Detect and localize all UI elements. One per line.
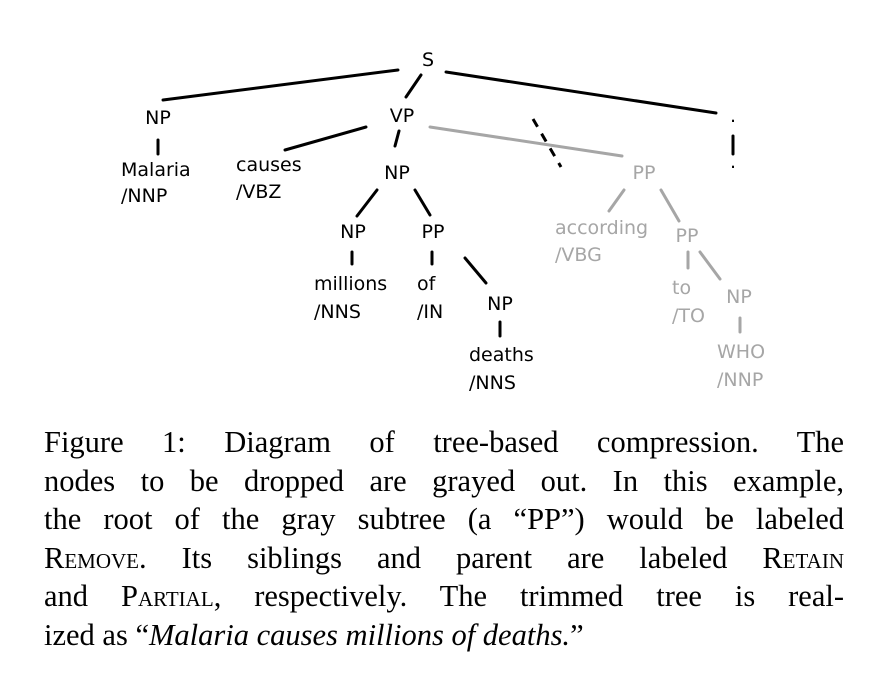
edge-np-pp-of: [413, 188, 432, 217]
leaf-to-word: to: [672, 277, 691, 299]
leaf-period: .: [730, 151, 736, 173]
leaf-who-tag: /NNP: [717, 369, 763, 391]
remove-label: Remove: [44, 540, 140, 575]
node-period: .: [730, 105, 736, 127]
caption-line-5: and Partial, respectively. The trimmed t…: [44, 579, 845, 613]
node-pp-of: PP: [422, 221, 445, 243]
partial-label: Partial: [120, 579, 214, 613]
realized-sentence: Malaria causes millions of deaths.: [149, 617, 571, 652]
leaf-according-tag: /VBG: [555, 244, 602, 266]
edge-s-vp: [404, 73, 423, 99]
leaf-of-word: of: [417, 273, 437, 295]
edge-vp-pp-removed: [428, 125, 624, 158]
figure-caption: Figure 1: Diagram of tree-based compress…: [44, 423, 844, 654]
leaf-malaria-tag: /NNP: [121, 185, 167, 207]
edge-np-np-millions: [355, 188, 379, 218]
caption-line-6: ized as “Malaria causes millions of deat…: [44, 617, 584, 652]
node-s: S: [422, 49, 434, 71]
leaf-to-tag: /TO: [672, 305, 705, 327]
leaf-millions-word: millions: [314, 273, 387, 295]
edge-s-np: [161, 68, 400, 102]
leaf-of-tag: /IN: [417, 301, 443, 323]
leaf-malaria-word: Malaria: [121, 159, 191, 181]
leaf-deaths-word: deaths: [469, 344, 534, 366]
edge-pp-np-deaths: [463, 256, 488, 285]
edge-pp-pp-to: [659, 188, 681, 223]
tree-diagram: S NP VP . Malaria /NNP causes /VBZ . NP …: [121, 49, 765, 394]
figure-label: Figure 1:: [44, 425, 186, 459]
leaf-causes-tag: /VBZ: [236, 181, 281, 203]
edge-vp-np: [393, 129, 401, 148]
caption-line-2: nodes to be dropped are grayed out. In t…: [44, 463, 844, 498]
node-np-who: NP: [726, 286, 752, 308]
node-np-deaths: NP: [487, 293, 513, 315]
leaf-according-word: according: [555, 217, 648, 239]
caption-line-1: Figure 1: Diagram of tree-based compress…: [44, 425, 845, 459]
edge-pp-according: [607, 188, 626, 213]
retain-label: Retain: [762, 540, 844, 575]
node-vp: VP: [390, 105, 414, 127]
caption-line-4: Remove. Its siblings and parent are labe…: [44, 540, 844, 575]
leaf-causes-word: causes: [236, 154, 302, 176]
edge-vp-causes: [283, 125, 368, 152]
node-np-millions: NP: [340, 221, 366, 243]
node-pp-removed: PP: [633, 162, 656, 184]
node-np-subject: NP: [145, 107, 171, 129]
leaf-deaths-tag: /NNS: [469, 372, 516, 394]
node-np-object: NP: [384, 162, 410, 184]
leaf-who-word: WHO: [717, 341, 765, 363]
edge-s-period: [444, 70, 718, 115]
edge-pp-to-np-who: [698, 250, 722, 281]
leaf-millions-tag: /NNS: [314, 301, 361, 323]
node-pp-to: PP: [676, 225, 699, 247]
caption-line-3: the root of the gray subtree (a “PP”) wo…: [44, 502, 844, 536]
